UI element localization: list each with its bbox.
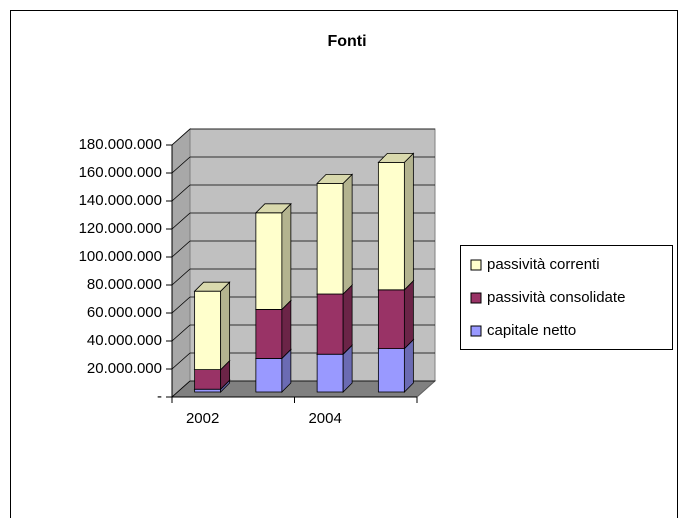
bar-top <box>254 203 292 214</box>
grid-line <box>171 128 191 146</box>
bar-segment <box>194 290 222 371</box>
x-tick-label: 2002 <box>186 410 219 427</box>
legend-label: passività correnti <box>487 256 600 273</box>
y-tick-label: 40.000.000 <box>87 332 162 349</box>
y-tick-label: 20.000.000 <box>87 360 162 377</box>
bar-segment <box>316 182 344 295</box>
grid-line <box>171 296 191 314</box>
bar-segment <box>316 293 344 355</box>
bar-top <box>377 152 415 163</box>
y-tick-label: 180.000.000 <box>79 136 162 153</box>
bar-side <box>281 202 292 311</box>
bar-segment <box>316 353 344 393</box>
grid-line <box>171 352 191 370</box>
bar-side <box>403 279 414 350</box>
bar-segment <box>377 289 405 349</box>
bar-side <box>342 284 353 356</box>
legend-label: passività consolidate <box>487 289 625 306</box>
bar-top <box>316 173 354 184</box>
legend-swatch <box>470 259 482 271</box>
bar-side <box>342 173 353 295</box>
grid-line <box>171 268 191 286</box>
chart-title: Fonti <box>327 33 366 50</box>
grid-line <box>171 212 191 230</box>
bar-segment <box>194 369 222 390</box>
grid-line <box>171 240 191 258</box>
bar-side <box>281 299 292 360</box>
y-tick-label: 80.000.000 <box>87 276 162 293</box>
bar-side <box>220 281 231 371</box>
grid-line <box>171 380 191 398</box>
y-tick-label: 120.000.000 <box>79 220 162 237</box>
grid-line <box>171 184 191 202</box>
bar-segment <box>377 348 405 393</box>
y-tick-label: 160.000.000 <box>79 164 162 181</box>
grid-line <box>171 156 191 174</box>
y-tick-label: - <box>157 388 162 405</box>
x-tick-label: 2004 <box>308 410 341 427</box>
side-wall <box>171 127 191 399</box>
legend-swatch <box>470 292 482 304</box>
grid-line <box>171 324 191 342</box>
legend-swatch <box>470 325 482 337</box>
bar-top <box>193 281 231 292</box>
legend-label: capitale netto <box>487 322 576 339</box>
bar-segment <box>255 308 283 359</box>
bar-side <box>403 152 414 291</box>
bar-segment <box>194 388 222 393</box>
bar-segment <box>255 357 283 393</box>
y-tick-label: 100.000.000 <box>79 248 162 265</box>
y-tick-label: 60.000.000 <box>87 304 162 321</box>
bar-segment <box>377 161 405 291</box>
y-tick-label: 140.000.000 <box>79 192 162 209</box>
bar-segment <box>255 212 283 310</box>
legend-box <box>460 245 673 350</box>
